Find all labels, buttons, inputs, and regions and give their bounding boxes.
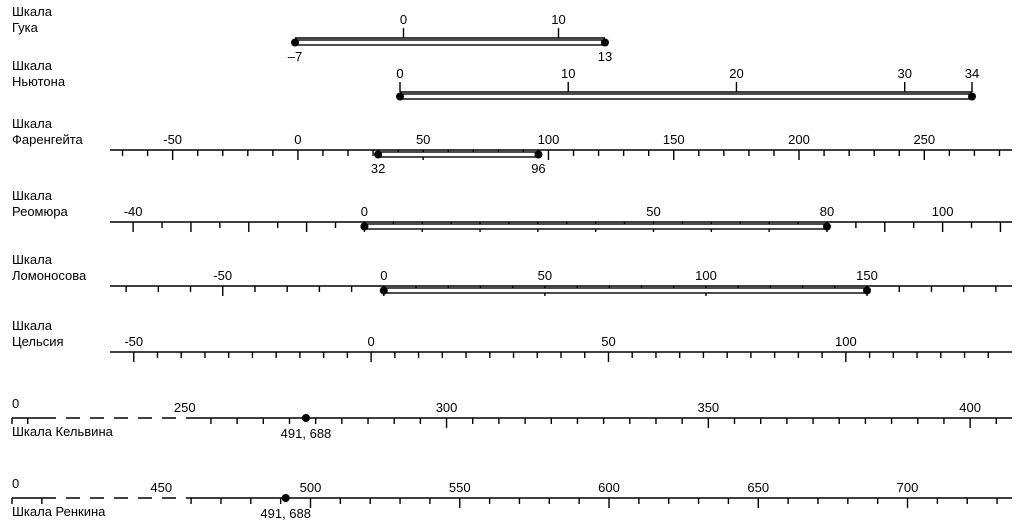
tick-label: 50 bbox=[646, 204, 660, 219]
marker-dot bbox=[282, 494, 290, 502]
marker-label: 491, 688 bbox=[281, 426, 332, 441]
tick-label: 80 bbox=[820, 204, 834, 219]
scale-label: Гука bbox=[12, 20, 39, 35]
tick-label: 350 bbox=[697, 400, 719, 415]
tick-label: 0 bbox=[396, 66, 403, 81]
scale-rankine bbox=[12, 494, 1012, 508]
endpoint-label: 13 bbox=[598, 49, 612, 64]
tick-label: 50 bbox=[601, 334, 615, 349]
tick-label: 0 bbox=[367, 334, 374, 349]
tick-label: 10 bbox=[561, 66, 575, 81]
tick-label: 0 bbox=[380, 268, 387, 283]
tick-label: 650 bbox=[747, 480, 769, 495]
tick-label: 150 bbox=[663, 132, 685, 147]
tick-label: 450 bbox=[150, 480, 172, 495]
range-endpoint bbox=[823, 223, 831, 231]
tick-label: 30 bbox=[897, 66, 911, 81]
scale-label: Цельсия bbox=[12, 334, 64, 349]
range-endpoint bbox=[601, 39, 609, 47]
scale-kelvin bbox=[12, 414, 1012, 428]
tick-label: 0 bbox=[12, 476, 19, 491]
range-bar bbox=[378, 152, 538, 157]
tick-label: 700 bbox=[897, 480, 919, 495]
endpoint-label: –7 bbox=[288, 49, 302, 64]
tick-label: 300 bbox=[436, 400, 458, 415]
scale-celsius bbox=[110, 352, 1012, 362]
tick-label: 50 bbox=[416, 132, 430, 147]
marker-label: 491, 688 bbox=[260, 506, 311, 521]
tick-label: 400 bbox=[959, 400, 981, 415]
scale-hooke bbox=[291, 28, 609, 47]
range-endpoint bbox=[396, 93, 404, 101]
scale-label: Шкала bbox=[12, 4, 53, 19]
scale-label: Шкала Ренкина bbox=[12, 504, 106, 519]
range-bar bbox=[295, 40, 605, 45]
scale-label: Фаренгейта bbox=[12, 132, 84, 147]
tick-label: 0 bbox=[400, 12, 407, 27]
tick-label: 50 bbox=[538, 268, 552, 283]
range-endpoint bbox=[863, 287, 871, 295]
range-bar bbox=[400, 94, 972, 99]
scale-label: Шкала bbox=[12, 58, 53, 73]
tick-label: 250 bbox=[174, 400, 196, 415]
range-endpoint bbox=[534, 151, 542, 159]
tick-label: 0 bbox=[12, 396, 19, 411]
tick-label: 500 bbox=[300, 480, 322, 495]
range-bar bbox=[364, 224, 827, 229]
range-endpoint bbox=[374, 151, 382, 159]
tick-label: 0 bbox=[294, 132, 301, 147]
range-endpoint bbox=[291, 39, 299, 47]
scale-label: Ломоносова bbox=[12, 268, 87, 283]
tick-label: 200 bbox=[788, 132, 810, 147]
tick-label: 0 bbox=[361, 204, 368, 219]
scale-label: Ньютона bbox=[12, 74, 66, 89]
range-endpoint bbox=[968, 93, 976, 101]
scale-label: Шкала bbox=[12, 116, 53, 131]
scale-label: Реомюра bbox=[12, 204, 68, 219]
range-endpoint bbox=[380, 287, 388, 295]
tick-label: -50 bbox=[124, 334, 143, 349]
endpoint-label: 32 bbox=[371, 161, 385, 176]
tick-label: 100 bbox=[932, 204, 954, 219]
scale-reaumur bbox=[110, 222, 1012, 232]
tick-label: 550 bbox=[449, 480, 471, 495]
marker-dot bbox=[302, 414, 310, 422]
range-bar bbox=[384, 288, 867, 293]
tick-label: 20 bbox=[729, 66, 743, 81]
tick-label: 10 bbox=[551, 12, 565, 27]
tick-label: 150 bbox=[856, 268, 878, 283]
tick-label: -50 bbox=[213, 268, 232, 283]
temperature-scales-diagram: ШкалаГука010–713ШкалаНьютона010203034Шка… bbox=[0, 0, 1033, 527]
range-endpoint bbox=[360, 223, 368, 231]
tick-label: 250 bbox=[913, 132, 935, 147]
tick-label: 100 bbox=[835, 334, 857, 349]
scale-label: Шкала Кельвина bbox=[12, 424, 114, 439]
tick-label: -40 bbox=[124, 204, 143, 219]
scale-fahrenheit bbox=[110, 150, 1012, 160]
tick-label: 600 bbox=[598, 480, 620, 495]
scale-label: Шкала bbox=[12, 188, 53, 203]
tick-label: 100 bbox=[538, 132, 560, 147]
tick-label: -50 bbox=[163, 132, 182, 147]
scale-lomonosov bbox=[110, 286, 1012, 296]
tick-label: 100 bbox=[695, 268, 717, 283]
tick-label: 34 bbox=[965, 66, 979, 81]
scale-label: Шкала bbox=[12, 252, 53, 267]
scale-label: Шкала bbox=[12, 318, 53, 333]
scale-newton bbox=[396, 82, 976, 101]
endpoint-label: 96 bbox=[531, 161, 545, 176]
